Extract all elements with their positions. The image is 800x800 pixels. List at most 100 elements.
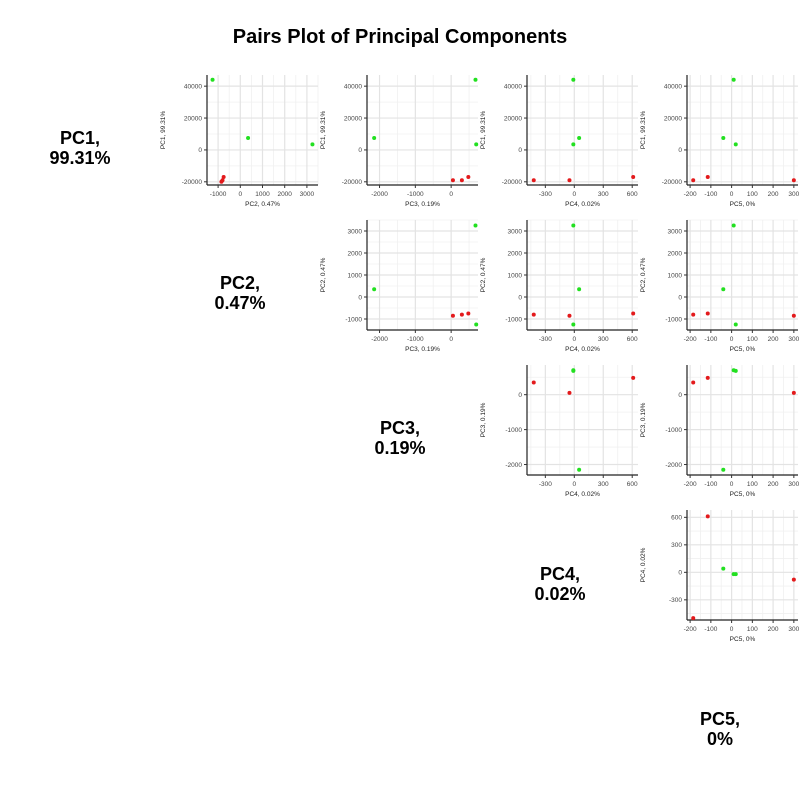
diag-label-pc2-name: PC2, — [219, 273, 261, 293]
y-tick-label: 0 — [678, 392, 682, 399]
y-tick-label: -2000 — [665, 462, 682, 469]
y-tick-label: 40000 — [344, 83, 362, 90]
y-tick-label: -1000 — [505, 316, 522, 323]
data-point-red — [466, 175, 471, 180]
diag-label-pc1-name: PC1, — [59, 128, 101, 148]
x-tick-label: -300 — [539, 336, 552, 343]
y-tick-label: -1000 — [665, 427, 682, 434]
diag-label-pc5-pct: 0% — [706, 729, 733, 749]
x-tick-label: 0 — [730, 336, 734, 343]
x-tick-label: -200 — [684, 336, 697, 343]
x-tick-label: 100 — [747, 336, 758, 343]
data-point-green — [372, 135, 377, 140]
y-tick-label: 2000 — [348, 250, 363, 257]
data-point-green — [246, 135, 251, 140]
y-tick-label: 0 — [678, 570, 682, 577]
data-point-red — [450, 313, 455, 318]
x-axis-label: PC2, 0.47% — [245, 201, 280, 208]
y-tick-label: 1000 — [668, 272, 683, 279]
x-tick-label: 0 — [730, 626, 734, 633]
x-tick-label: -200 — [684, 481, 697, 488]
y-axis-label: PC4, 0.02% — [640, 547, 647, 582]
x-tick-label: 300 — [788, 336, 799, 343]
y-tick-label: 0 — [678, 294, 682, 301]
scatter-panel-2: -2000 -1000 0 -20000 0 20000 40000 PC3, 0.19% PC… — [320, 75, 479, 208]
y-tick-label: 600 — [671, 515, 682, 522]
y-tick-label: 0 — [518, 294, 522, 301]
data-point-green — [721, 287, 726, 292]
data-point-red — [567, 390, 572, 395]
data-point-red — [219, 179, 224, 184]
y-tick-label: 0 — [358, 294, 362, 301]
data-point-red — [705, 311, 710, 316]
data-point-green — [474, 322, 479, 327]
diag-label-pc3-name: PC3, — [379, 418, 421, 438]
x-tick-label: 200 — [768, 481, 779, 488]
x-tick-label: 300 — [598, 336, 609, 343]
data-point-green — [721, 566, 726, 571]
diag-label-pc4-name: PC4, — [539, 564, 581, 584]
y-tick-label: -20000 — [502, 179, 523, 186]
x-tick-label: -100 — [704, 336, 717, 343]
scatter-panel-8: -300 0 300 600 -2000 -1000 0 PC4, 0.02% PC3, 0.1… — [480, 365, 638, 498]
y-tick-label: 20000 — [504, 115, 522, 122]
y-axis-label: PC1, 99.31% — [480, 111, 487, 150]
x-tick-label: 0 — [572, 481, 576, 488]
x-tick-label: 0 — [572, 191, 576, 198]
y-tick-label: 0 — [358, 147, 362, 154]
y-tick-label: 3000 — [348, 228, 363, 235]
y-tick-label: 20000 — [344, 115, 362, 122]
y-tick-label: 0 — [678, 147, 682, 154]
data-point-red — [705, 514, 710, 519]
data-point-red — [567, 313, 572, 318]
y-tick-label: 20000 — [184, 115, 202, 122]
data-point-green — [731, 77, 736, 82]
data-point-green — [474, 142, 479, 147]
y-tick-label: 0 — [198, 147, 202, 154]
data-point-red — [631, 311, 636, 316]
x-tick-label: 0 — [238, 191, 242, 198]
y-axis-label: PC2, 0.47% — [480, 257, 487, 292]
data-point-red — [531, 380, 536, 385]
data-point-green — [210, 77, 215, 82]
x-tick-label: -100 — [704, 626, 717, 633]
x-tick-label: 300 — [598, 191, 609, 198]
x-tick-label: 0 — [730, 191, 734, 198]
data-point-red — [691, 380, 696, 385]
data-point-green — [733, 572, 738, 577]
x-axis-label: PC4, 0.02% — [565, 201, 600, 208]
data-point-red — [459, 312, 464, 317]
y-tick-label: 2000 — [508, 250, 523, 257]
y-tick-label: -300 — [669, 597, 682, 604]
chart-title: Pairs Plot of Principal Components — [232, 26, 568, 48]
y-tick-label: 0 — [518, 392, 522, 399]
data-point-green — [571, 142, 576, 147]
y-axis-label: PC1, 99.31% — [640, 111, 647, 150]
panel-background — [687, 510, 798, 620]
data-point-red — [450, 178, 455, 183]
y-tick-label: 300 — [671, 542, 682, 549]
y-tick-label: -1000 — [345, 316, 362, 323]
diag-label-pc3: PC3, 0.19% — [320, 418, 480, 458]
data-point-red — [791, 178, 796, 183]
x-tick-label: 2000 — [277, 191, 292, 198]
y-tick-label: 0 — [518, 147, 522, 154]
y-axis-label: PC3, 0.19% — [480, 402, 487, 437]
diag-label-pc5-name: PC5, — [699, 709, 741, 729]
scatter-panel-6: -300 0 300 600 -1000 0 1000 2000 3000 PC4, 0.02% P… — [480, 219, 638, 353]
diag-label-pc1: PC1, 99.31% — [0, 128, 160, 168]
x-tick-label: 100 — [747, 191, 758, 198]
panel-background — [527, 365, 638, 475]
x-tick-label: 200 — [768, 191, 779, 198]
x-tick-label: -1000 — [210, 191, 227, 198]
data-point-red — [691, 178, 696, 183]
data-point-red — [705, 375, 710, 380]
y-tick-label: 20000 — [664, 115, 682, 122]
data-point-green — [577, 135, 582, 140]
y-tick-label: 1000 — [348, 272, 363, 279]
x-axis-label: PC5, 0% — [730, 346, 756, 353]
x-tick-label: 0 — [730, 481, 734, 488]
x-tick-label: -2000 — [371, 191, 388, 198]
panel-background — [367, 75, 478, 185]
